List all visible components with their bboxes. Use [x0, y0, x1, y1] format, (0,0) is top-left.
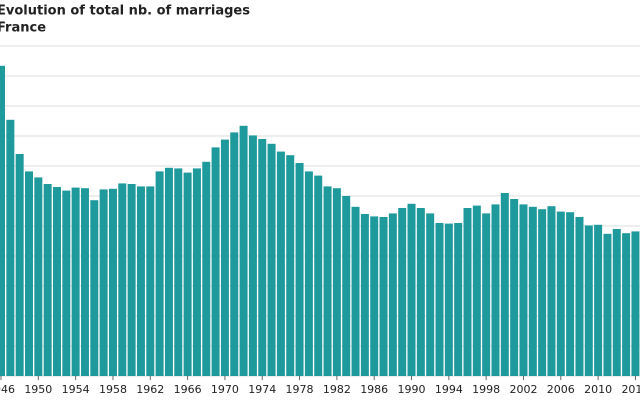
bar: [575, 217, 584, 376]
x-tick-label: 1958: [99, 383, 127, 396]
x-tick-label: 1950: [24, 383, 52, 396]
bar: [276, 151, 285, 376]
x-tick-label: 1986: [360, 383, 388, 396]
bar: [342, 196, 351, 376]
bar: [211, 147, 220, 376]
bar: [0, 65, 5, 377]
bar: [108, 188, 117, 376]
bar: [155, 171, 164, 376]
bar: [323, 186, 332, 376]
bar: [90, 200, 99, 376]
bar: [491, 204, 500, 376]
bar: [538, 209, 547, 376]
bar: [388, 213, 397, 376]
bar: [528, 206, 537, 376]
bar: [622, 233, 631, 376]
bar: [426, 213, 435, 376]
bar: [444, 223, 453, 376]
bar: [416, 208, 425, 376]
bar: [136, 186, 145, 376]
x-tick-label: 1982: [323, 383, 351, 396]
bar: [192, 168, 201, 376]
bar: [454, 223, 463, 376]
bar: [230, 132, 239, 376]
bar: [351, 206, 360, 376]
bar: [407, 203, 416, 376]
bar: [603, 233, 612, 376]
bar: [566, 212, 575, 376]
bar: [258, 139, 267, 376]
bar: [556, 211, 565, 376]
bar: [183, 172, 192, 376]
chart-subtitle: France: [0, 21, 46, 36]
bar: [472, 205, 481, 376]
bar: [631, 231, 640, 376]
bar: [80, 188, 89, 376]
bar: [286, 155, 295, 376]
bar: [332, 188, 341, 376]
bar: [34, 177, 43, 376]
x-tick-label: 1954: [62, 383, 90, 396]
bar: [314, 175, 323, 376]
x-tick-label: 1970: [211, 383, 239, 396]
bar: [482, 213, 491, 376]
bar: [594, 224, 603, 376]
x-tick-label: 1994: [435, 383, 463, 396]
bar: [118, 183, 127, 376]
bar: [220, 139, 229, 376]
bar: [43, 184, 52, 376]
bar: [146, 186, 155, 376]
bar: [360, 214, 369, 376]
x-tick-label: 2010: [584, 383, 612, 396]
bar: [398, 208, 407, 376]
x-tick-label: 1974: [248, 383, 276, 396]
bar: [127, 184, 136, 376]
bar: [295, 163, 304, 376]
bar: [202, 161, 211, 376]
bar: [379, 217, 388, 376]
bar: [174, 168, 183, 376]
bar: [71, 187, 80, 376]
x-tick-label: 1962: [136, 383, 164, 396]
x-tick-label: 2006: [547, 383, 575, 396]
bar: [463, 208, 472, 376]
bar: [510, 199, 519, 376]
bar: [24, 171, 33, 376]
bar: [267, 143, 276, 376]
x-tick-label: 1978: [286, 383, 314, 396]
bar: [519, 204, 528, 376]
chart-title: Evolution of total nb. of marriages: [0, 4, 250, 19]
bar: [164, 167, 173, 376]
bar: [15, 154, 24, 376]
bar: [500, 193, 509, 376]
x-tick-label: 1998: [472, 383, 500, 396]
bar: [62, 190, 71, 376]
x-tick-label: 1946: [0, 383, 15, 396]
x-tick-label: 2002: [509, 383, 537, 396]
bar: [584, 225, 593, 376]
x-tick-label: 1990: [398, 383, 426, 396]
bar: [239, 125, 248, 376]
bar: [99, 189, 108, 376]
bar: [547, 206, 556, 376]
bar: [612, 229, 621, 376]
x-tick-label: 2014: [621, 383, 640, 396]
bar: [304, 171, 313, 376]
bar: [370, 216, 379, 376]
bar: [6, 119, 15, 377]
bar: [248, 135, 257, 376]
bar: [52, 187, 61, 376]
x-tick-label: 1966: [174, 383, 202, 396]
bar: [435, 223, 444, 376]
